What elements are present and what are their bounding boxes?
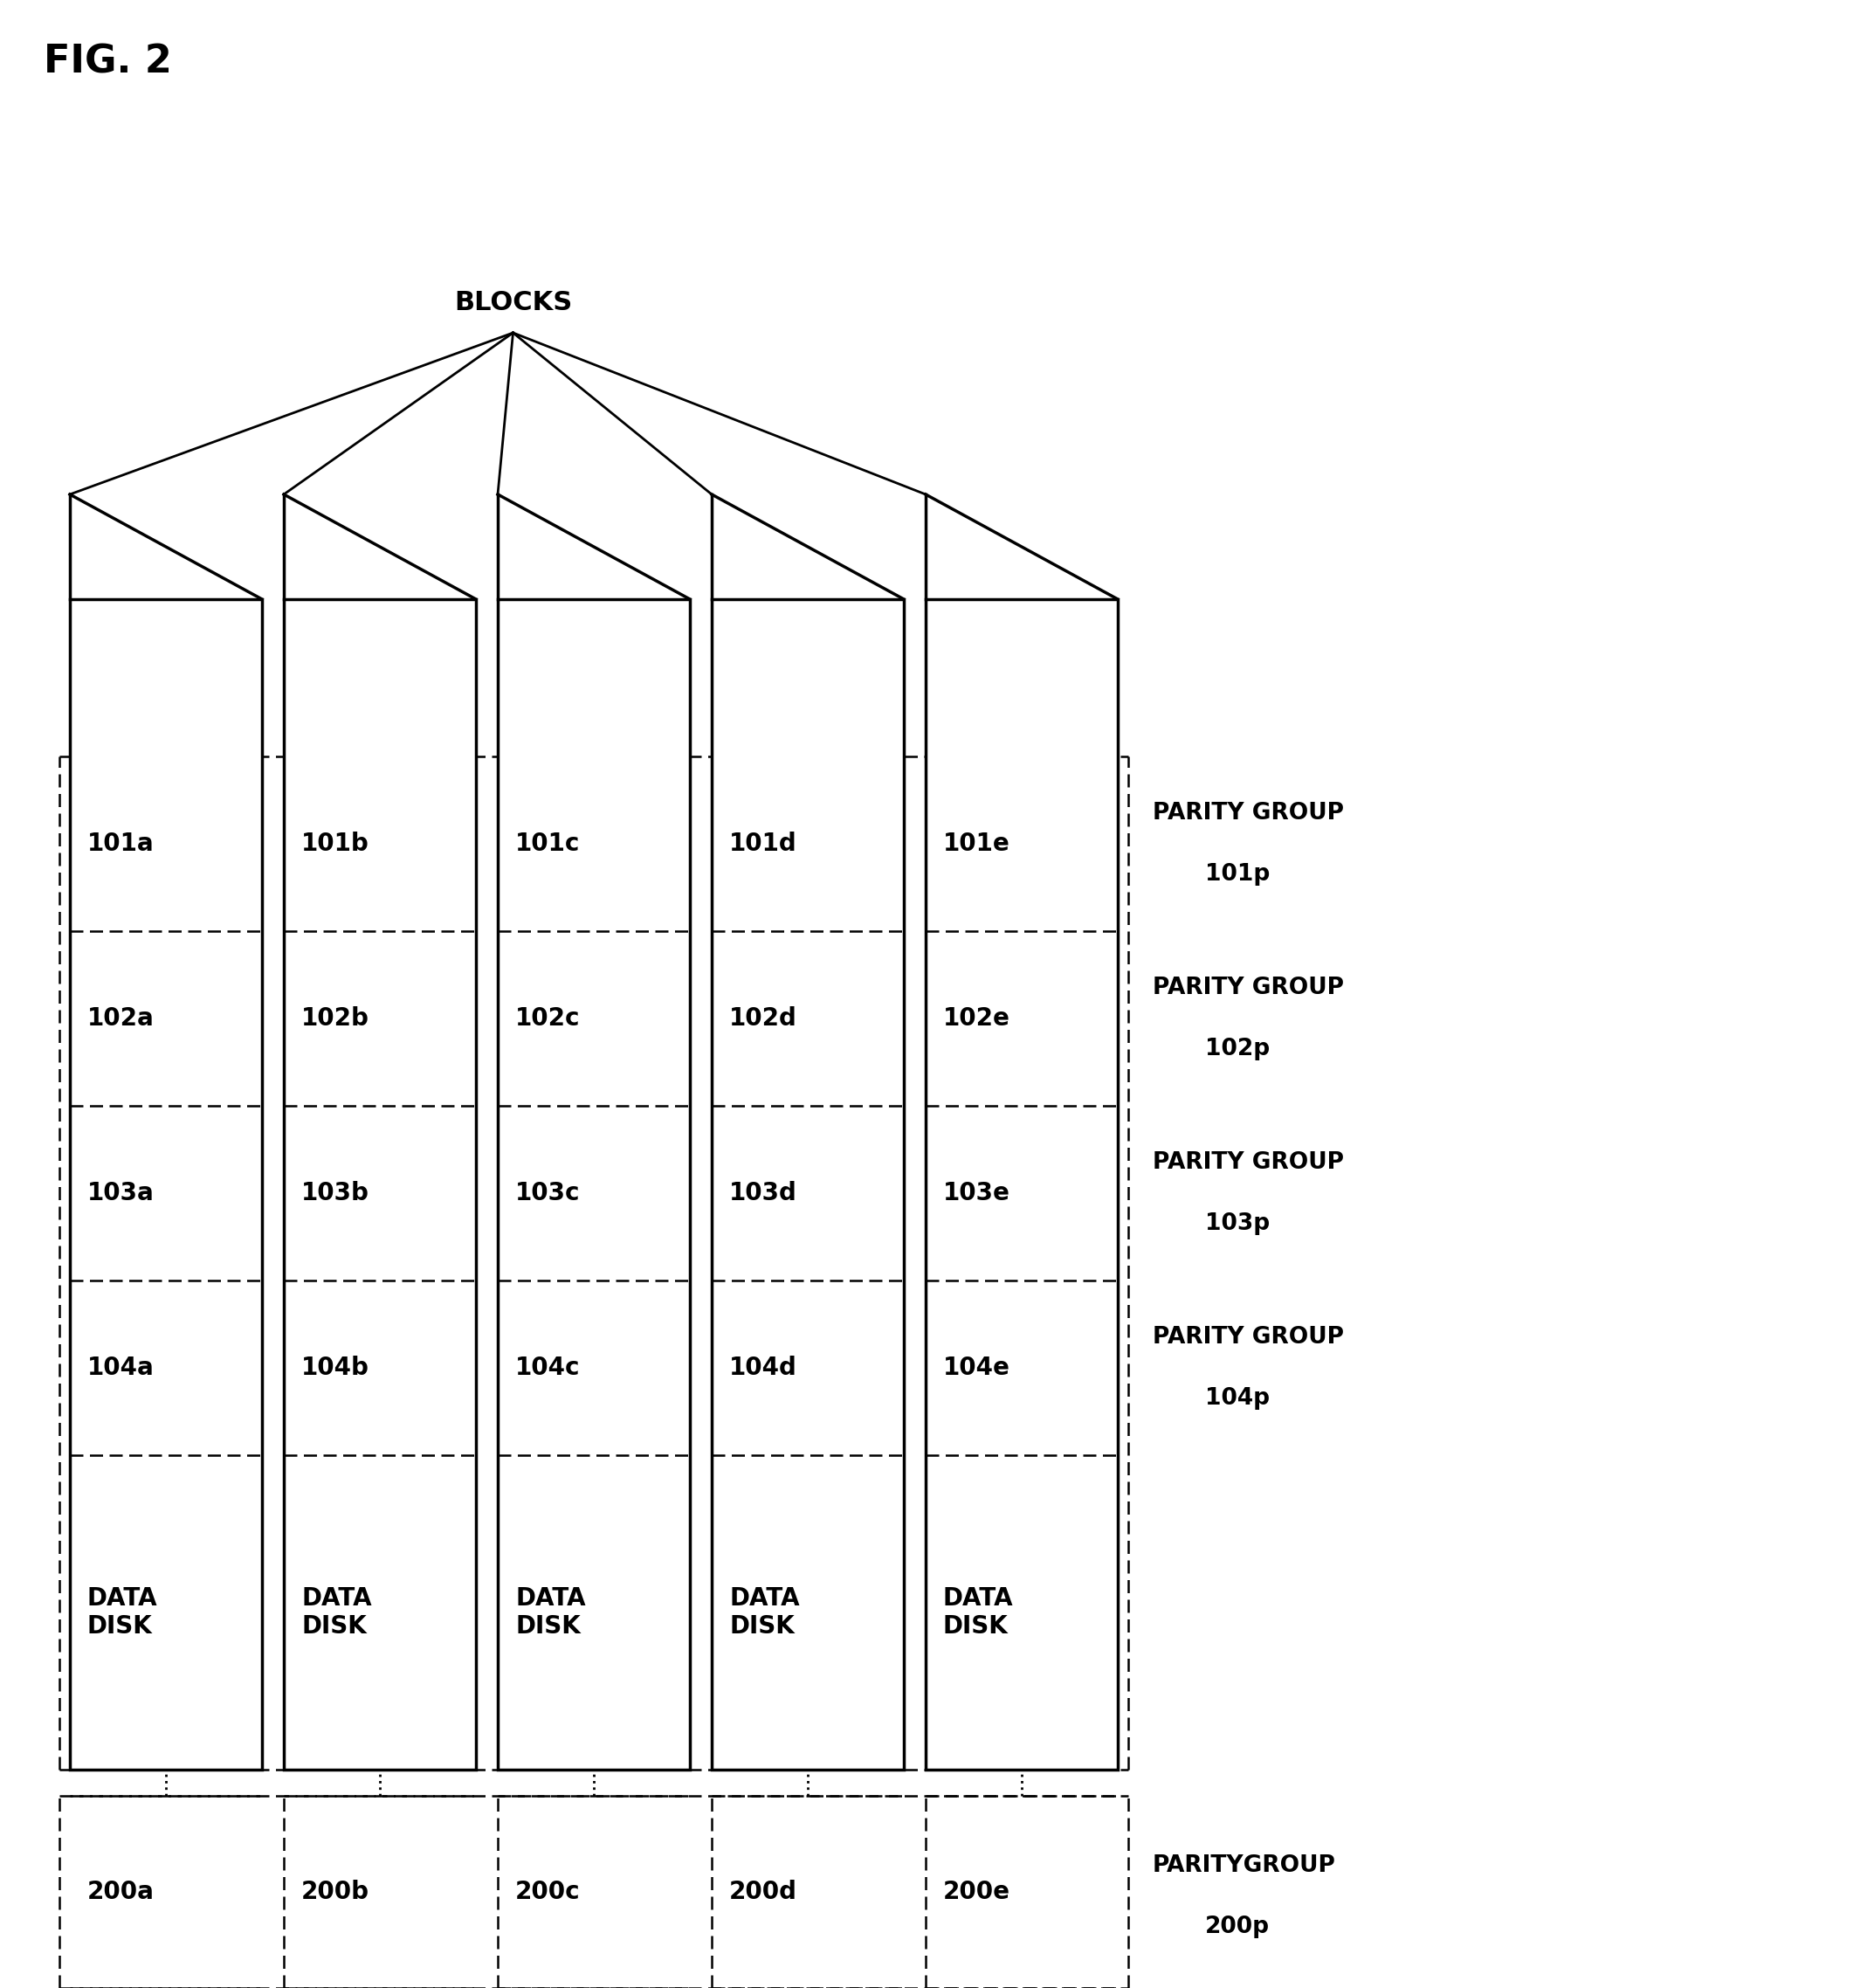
Text: PARITY GROUP: PARITY GROUP: [1153, 1326, 1344, 1348]
Bar: [926, 598, 1117, 1769]
Text: 104e: 104e: [943, 1356, 1010, 1380]
Text: 200d: 200d: [729, 1881, 796, 1905]
Text: 102a: 102a: [88, 1006, 154, 1030]
Text: 101p: 101p: [1205, 863, 1271, 887]
Bar: [283, 598, 476, 1769]
Text: DATA
DISK: DATA DISK: [729, 1586, 800, 1638]
Text: 103d: 103d: [729, 1181, 796, 1205]
Text: 103c: 103c: [515, 1181, 581, 1205]
Text: DATA
DISK: DATA DISK: [302, 1586, 371, 1638]
Text: PARITYGROUP: PARITYGROUP: [1153, 1855, 1336, 1877]
Text: 101a: 101a: [88, 831, 154, 857]
Text: PARITY GROUP: PARITY GROUP: [1153, 801, 1344, 825]
Text: FIG. 2: FIG. 2: [43, 44, 172, 82]
Text: 102p: 102p: [1205, 1038, 1271, 1060]
Text: 101b: 101b: [302, 831, 369, 857]
Text: 102c: 102c: [515, 1006, 581, 1030]
Text: 200b: 200b: [302, 1881, 369, 1905]
Text: 200p: 200p: [1205, 1916, 1271, 1938]
Text: 101e: 101e: [943, 831, 1010, 857]
Text: DATA
DISK: DATA DISK: [943, 1586, 1014, 1638]
Text: DATA
DISK: DATA DISK: [515, 1586, 587, 1638]
Text: 102d: 102d: [729, 1006, 796, 1030]
Text: 103a: 103a: [88, 1181, 154, 1205]
Text: PARITY GROUP: PARITY GROUP: [1153, 976, 1344, 1000]
Text: 101d: 101d: [729, 831, 796, 857]
Text: 104d: 104d: [729, 1356, 796, 1380]
Bar: [69, 598, 262, 1769]
Text: 104b: 104b: [302, 1356, 369, 1380]
Text: 104p: 104p: [1205, 1388, 1271, 1409]
Text: 200e: 200e: [943, 1881, 1010, 1905]
Text: 200c: 200c: [515, 1881, 581, 1905]
Text: PARITY GROUP: PARITY GROUP: [1153, 1151, 1344, 1175]
Bar: [498, 598, 690, 1769]
Text: 102b: 102b: [302, 1006, 369, 1030]
Text: 102e: 102e: [943, 1006, 1010, 1030]
Text: BLOCKS: BLOCKS: [454, 290, 572, 314]
Text: 103e: 103e: [943, 1181, 1010, 1205]
Text: 104a: 104a: [88, 1356, 154, 1380]
Text: 200a: 200a: [88, 1881, 154, 1905]
Text: DATA
DISK: DATA DISK: [88, 1586, 157, 1638]
Text: 101c: 101c: [515, 831, 581, 857]
Text: 103b: 103b: [302, 1181, 369, 1205]
Text: 103p: 103p: [1205, 1213, 1271, 1235]
Text: 104c: 104c: [515, 1356, 581, 1380]
Bar: [712, 598, 903, 1769]
